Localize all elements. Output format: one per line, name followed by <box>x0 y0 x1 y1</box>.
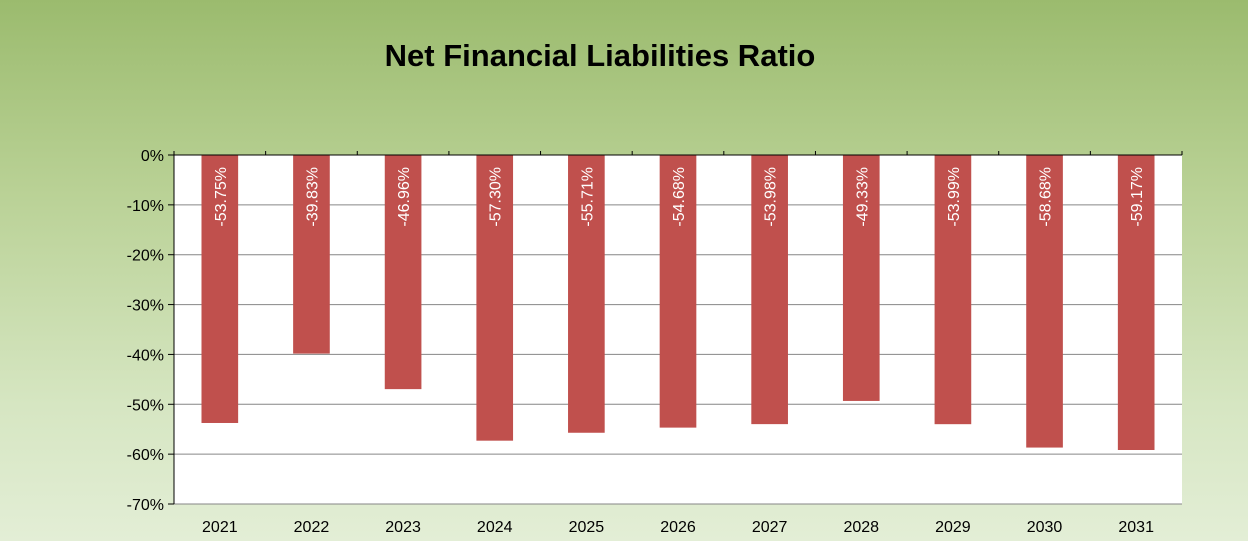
x-tick-label: 2027 <box>752 519 788 536</box>
x-tick-label: 2026 <box>660 519 696 536</box>
bar <box>201 155 239 423</box>
data-label: -54.68% <box>671 167 688 227</box>
y-tick-label: 0% <box>141 148 164 165</box>
y-tick-label: -30% <box>127 298 164 315</box>
x-tick-label: 2023 <box>385 519 421 536</box>
data-label: -49.33% <box>854 167 871 227</box>
bar <box>476 155 514 441</box>
bar <box>659 155 697 428</box>
bar <box>1026 155 1063 448</box>
data-label: -39.83% <box>304 167 321 227</box>
x-tick-label: 2021 <box>202 519 238 536</box>
data-label: -53.99% <box>946 167 963 227</box>
y-tick-label: -70% <box>127 497 164 514</box>
data-label: -53.75% <box>213 167 230 227</box>
chart-title: Net Financial Liabilities Ratio <box>384 38 816 73</box>
bars <box>201 155 1155 451</box>
data-label: -46.96% <box>396 167 413 227</box>
bar <box>751 155 788 425</box>
x-tick-label: 2024 <box>477 519 513 536</box>
x-tick-label: 2029 <box>935 519 971 536</box>
y-tick-label: -20% <box>127 248 164 265</box>
x-tick-label: 2025 <box>569 519 605 536</box>
y-tick-label: -10% <box>127 198 164 215</box>
data-label: -59.17% <box>1129 167 1146 227</box>
axes <box>168 151 1183 505</box>
x-tick-label: 2028 <box>843 519 879 536</box>
bar <box>934 155 972 425</box>
data-label: -55.71% <box>579 167 596 227</box>
bar <box>293 155 330 354</box>
x-tick-label: 2031 <box>1118 519 1154 536</box>
x-tick-label: 2022 <box>294 519 330 536</box>
bar <box>1117 155 1155 451</box>
y-tick-label: -60% <box>127 447 164 464</box>
data-label: -53.98% <box>763 167 780 227</box>
bar <box>384 155 422 390</box>
y-tick-label: -50% <box>127 397 164 414</box>
data-label: -58.68% <box>1038 167 1055 227</box>
bar <box>842 155 880 401</box>
y-tick-label: -40% <box>127 347 164 364</box>
x-tick-label: 2030 <box>1027 519 1063 536</box>
data-label: -57.30% <box>488 167 505 227</box>
bar <box>568 155 605 433</box>
labels: 0% -10% -20% -30% -40% -50% -60% -70% 2021 -53.75… <box>127 148 1154 536</box>
